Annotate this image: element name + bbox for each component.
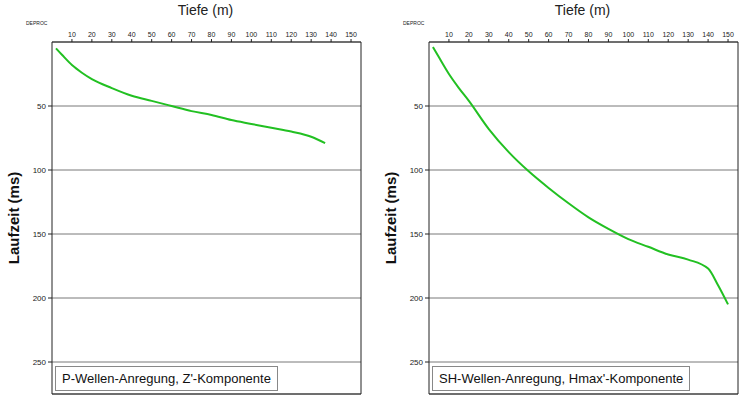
- svg-text:60: 60: [545, 31, 553, 38]
- svg-text:80: 80: [208, 31, 216, 38]
- svg-text:110: 110: [266, 31, 277, 38]
- svg-text:10: 10: [68, 31, 76, 38]
- html-text:DEPROC: DEPROC: [403, 20, 425, 26]
- html-text:SH-Wellen-Anregung, Hmax'-Komp: SH-Wellen-Anregung, Hmax'-Komponente: [439, 371, 684, 386]
- svg-text:100: 100: [246, 31, 258, 38]
- svg-text:30: 30: [485, 31, 493, 38]
- html-text:Tiefe (m): Tiefe (m): [554, 2, 611, 18]
- svg-text:100: 100: [623, 31, 635, 38]
- svg-text:150: 150: [722, 31, 734, 38]
- svg-text:70: 70: [188, 31, 196, 38]
- svg-text:50: 50: [37, 102, 46, 111]
- html-text:DEPROC: DEPROC: [26, 20, 48, 26]
- svg-text:Laufzeit (ms): Laufzeit (ms): [382, 172, 399, 265]
- svg-text:140: 140: [325, 31, 337, 38]
- svg-text:50: 50: [414, 102, 423, 111]
- svg-text:40: 40: [128, 31, 136, 38]
- svg-text:10: 10: [445, 31, 453, 38]
- svg-text:130: 130: [305, 31, 317, 38]
- svg-text:140: 140: [702, 31, 714, 38]
- svg-text:150: 150: [33, 230, 47, 239]
- svg-text:Laufzeit (ms): Laufzeit (ms): [5, 172, 22, 265]
- svg-text:20: 20: [88, 31, 96, 38]
- svg-text:200: 200: [410, 294, 424, 303]
- svg-text:40: 40: [505, 31, 513, 38]
- svg-text:150: 150: [345, 31, 357, 38]
- svg-text:250: 250: [33, 358, 47, 367]
- html-text:P-Wellen-Anregung, Z'-Komponen: P-Wellen-Anregung, Z'-Komponente: [62, 371, 271, 386]
- svg-text:130: 130: [682, 31, 694, 38]
- svg-text:90: 90: [228, 31, 236, 38]
- svg-text:250: 250: [410, 358, 424, 367]
- svg-text:80: 80: [585, 31, 593, 38]
- svg-text:70: 70: [565, 31, 573, 38]
- svg-text:30: 30: [108, 31, 116, 38]
- html-text:Tiefe (m): Tiefe (m): [177, 2, 234, 18]
- svg-text:120: 120: [285, 31, 297, 38]
- svg-text:100: 100: [33, 166, 47, 175]
- svg-text:50: 50: [525, 31, 533, 38]
- svg-text:110: 110: [643, 31, 654, 38]
- svg-text:20: 20: [465, 31, 473, 38]
- svg-text:100: 100: [410, 166, 424, 175]
- svg-text:90: 90: [605, 31, 613, 38]
- svg-text:200: 200: [33, 294, 47, 303]
- svg-text:50: 50: [148, 31, 156, 38]
- svg-text:120: 120: [662, 31, 674, 38]
- svg-text:60: 60: [168, 31, 176, 38]
- svg-text:150: 150: [410, 230, 424, 239]
